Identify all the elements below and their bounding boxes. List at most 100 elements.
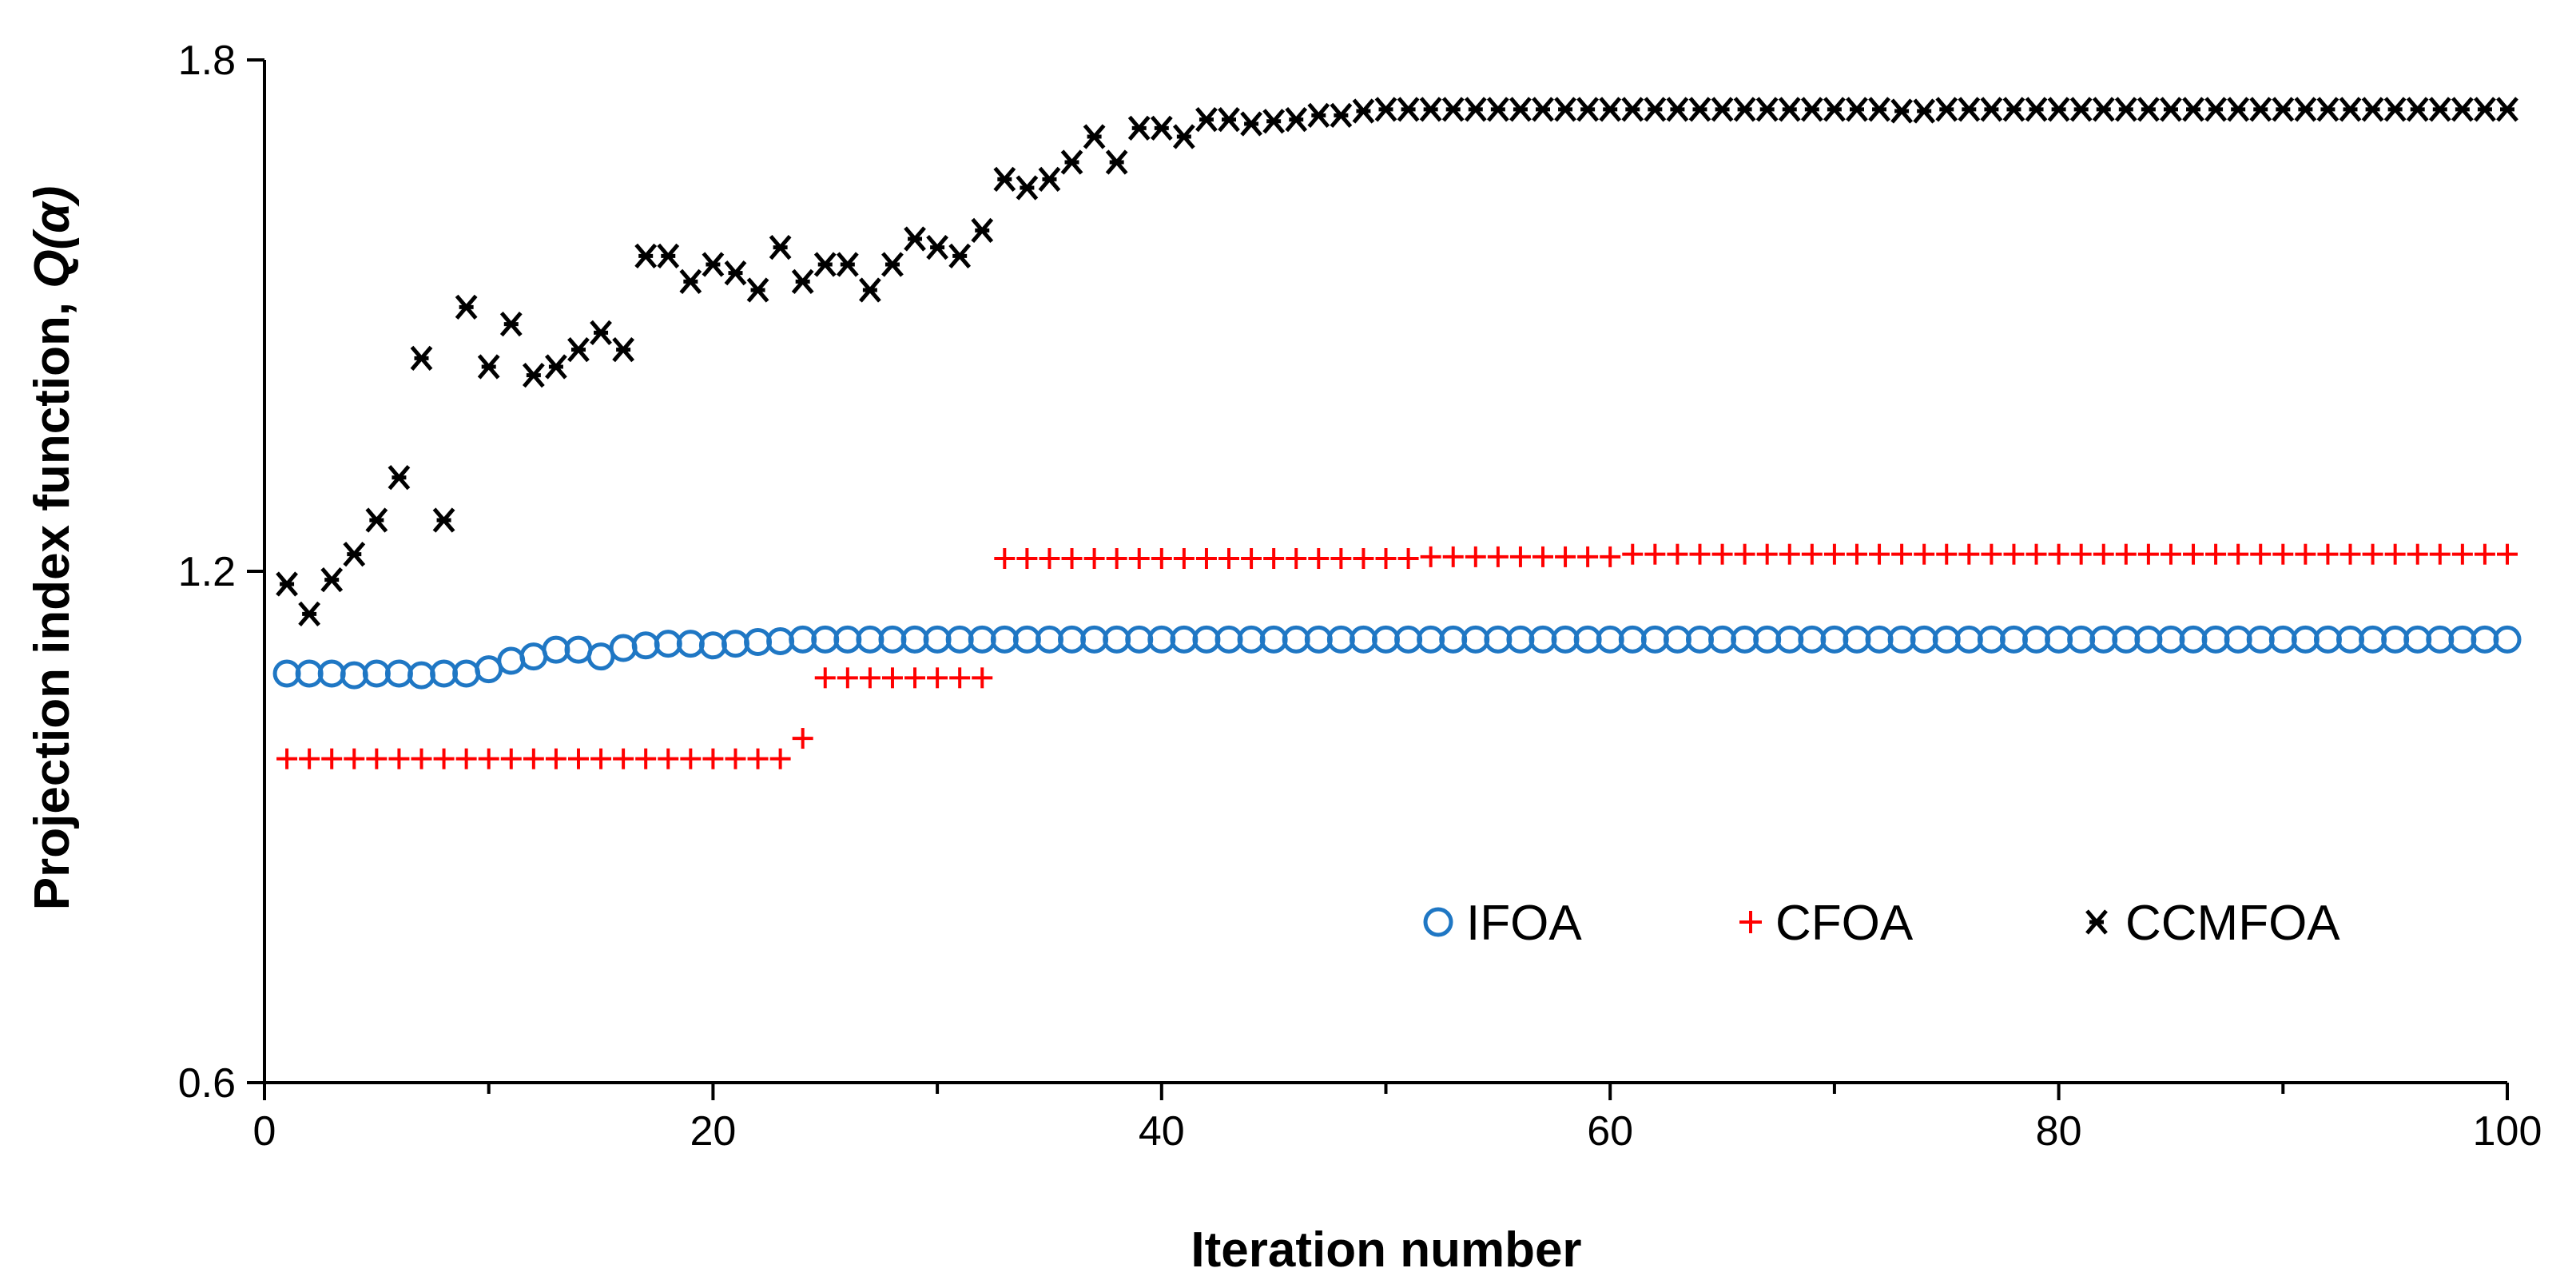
point-ifoa [272,659,301,688]
point-ifoa [1753,625,1782,654]
point-ifoa [1394,625,1423,654]
x-axis-title: Iteration number [1191,1222,1581,1278]
point-ccmfoa [1576,97,1600,122]
point-cfoa [725,748,746,769]
point-ccmfoa [1060,149,1083,175]
point-cfoa [2272,543,2294,565]
point-ccmfoa [813,252,837,277]
y-tick-label: 0.6 [178,1060,236,1107]
point-cfoa [1936,543,1958,565]
point-cfoa [2295,543,2316,565]
point-ifoa [1439,625,1468,654]
point-cfoa [1420,546,1441,567]
point-cfoa [1667,543,1688,565]
point-ifoa [340,661,368,690]
point-ccmfoa [1733,97,1756,122]
point-cfoa [2115,543,2137,565]
point-cfoa [567,748,589,769]
point-ifoa [497,646,526,675]
point-ccmfoa [545,354,567,380]
point-ifoa [2471,625,2499,654]
point-cfoa [344,748,365,769]
point-ccmfoa [455,294,478,320]
y-axis-title-symbol: Q(α) [25,186,80,288]
point-cfoa [658,748,679,769]
point-cfoa [747,748,769,769]
point-ifoa [2045,625,2073,654]
point-ifoa [878,625,907,654]
point-ifoa [2268,625,2297,654]
point-ifoa [1887,625,1916,654]
point-ifoa [542,635,570,664]
point-ccmfoa [1486,97,1509,122]
point-cfoa [500,748,522,769]
point-ifoa [1103,625,1131,654]
series-ccmfoa [276,97,2518,626]
point-ifoa [2426,625,2455,654]
point-ccmfoa [1846,97,1868,122]
point-ifoa [362,659,391,688]
point-ifoa [1080,625,1109,654]
point-ifoa [1259,625,1288,654]
point-ccmfoa [2227,97,2250,122]
point-ccmfoa [567,337,590,363]
point-cfoa [1173,548,1195,569]
point-ccmfoa [2025,97,2048,122]
point-cfoa [2183,543,2204,565]
point-ccmfoa [1688,97,1711,122]
x-tick-label: 60 [1587,1108,1633,1155]
point-ccmfoa [590,320,612,345]
point-ccmfoa [1621,97,1644,122]
point-cfoa [859,667,881,689]
point-cfoa [1308,548,1330,569]
point-ifoa [856,625,885,654]
point-cfoa [2003,543,2025,565]
point-ccmfoa [904,226,926,252]
point-cfoa [2070,543,2092,565]
point-ccmfoa [1083,124,1106,149]
legend-label-ccmfoa: CCMFOA [2125,896,2340,951]
point-cfoa [545,748,566,769]
series-ifoa [272,625,2522,690]
point-cfoa [1891,543,1913,565]
point-cfoa [299,748,320,769]
point-cfoa [1353,548,1374,569]
point-cfoa [1600,546,1621,567]
point-cfoa [1487,546,1509,567]
point-ccmfoa [1868,97,1890,122]
point-cfoa [1734,543,1755,565]
point-ccmfoa [702,252,725,277]
point-ifoa [1326,625,1355,654]
legend: IFOA CFOA CCMFOA [1423,896,2340,951]
point-ifoa [1282,625,1310,654]
point-ccmfoa [1800,97,1823,122]
point-cfoa [433,748,455,769]
point-cfoa [904,667,926,689]
point-ccmfoa [2114,97,2137,122]
point-cfoa [2339,543,2361,565]
point-ccmfoa [612,337,635,363]
point-cfoa [1801,543,1823,565]
point-ccmfoa [2069,97,2093,122]
point-ccmfoa [2294,97,2317,122]
point-ccmfoa [926,235,948,260]
point-ccmfoa [679,268,702,294]
point-ccmfoa [1980,97,2003,122]
point-cfoa [1958,543,1980,565]
point-ccmfoa [2204,97,2227,122]
point-ccmfoa [1307,102,1330,128]
point-ccmfoa [2092,97,2115,122]
point-cfoa [837,667,858,689]
point-cfoa [1218,548,1240,569]
point-cfoa [1195,548,1217,569]
point-ccmfoa [2428,97,2451,122]
point-ifoa [945,625,974,654]
point-ccmfoa [2496,97,2518,122]
y-axis-title: Projection index function, Q(α) [25,186,80,910]
legend-marker-ifoa [1423,907,1453,937]
point-ifoa [1349,625,1377,654]
point-ifoa [1775,625,1804,654]
point-cfoa [1532,546,1553,567]
point-ifoa [676,630,705,658]
point-ifoa [2493,625,2522,654]
